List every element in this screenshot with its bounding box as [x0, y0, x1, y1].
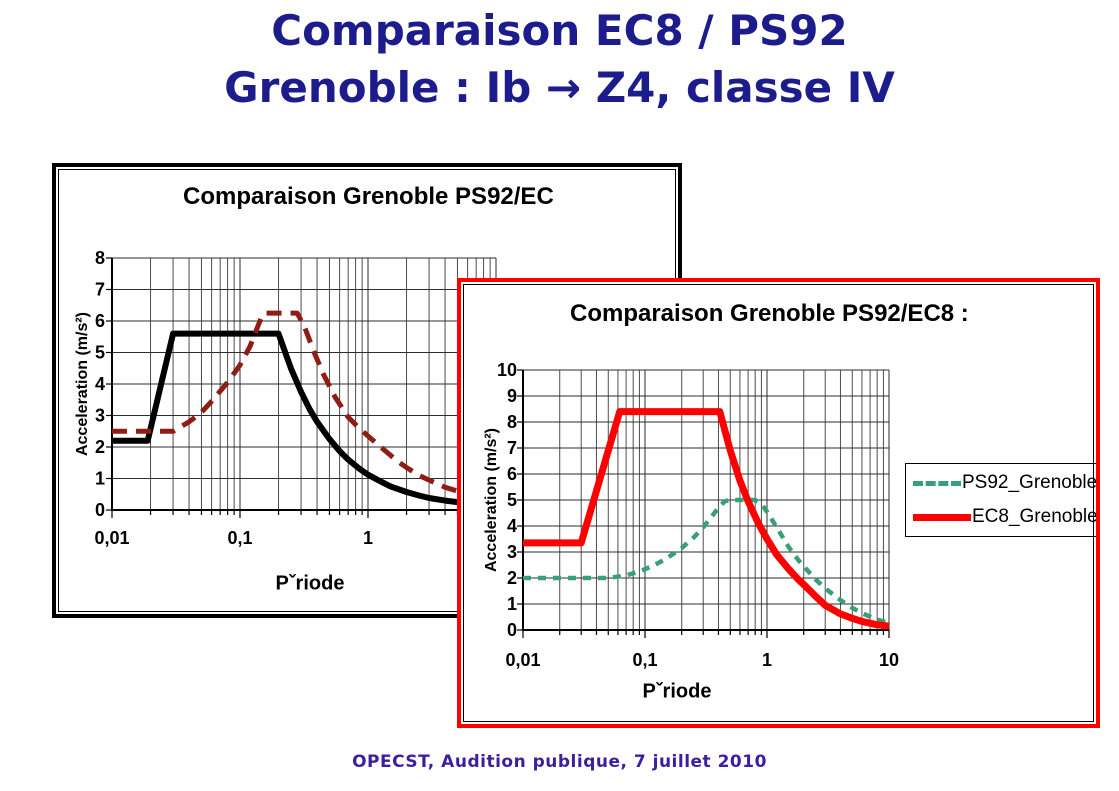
slide-title-line2: Grenoble : Ib → Z4, classe IV — [224, 63, 895, 112]
x-tick-label: 0,01 — [505, 650, 540, 670]
legend-label-ec8: EC8_Grenoble — [972, 506, 1098, 527]
legend-entry-ps92: PS92_Grenoble — [906, 466, 1098, 500]
y-tick-label: 2 — [95, 437, 105, 457]
front-axes — [522, 370, 889, 631]
y-tick-label: 1 — [95, 469, 105, 489]
front-chart-plot: 0,01 0,1 1 10 0 1 2 3 4 5 6 7 8 9 10 — [497, 360, 899, 670]
legend-entry-ec8: EC8_Grenoble — [906, 500, 1098, 534]
y-tick-label: 4 — [507, 516, 517, 536]
legend-line-sample-solid-red — [913, 513, 971, 521]
back-chart-title: Comparaison Grenoble PS92/EC — [183, 183, 620, 211]
slide-footer: OPECST, Audition publique, 7 juillet 201… — [352, 752, 767, 772]
curve-PS92_Grenoble — [523, 497, 890, 626]
front-x-axis-label: Pˇriode — [642, 680, 712, 703]
y-tick-label: 4 — [95, 374, 105, 394]
front-y-axis-label: Acceleration (m/s²) — [483, 427, 500, 573]
back-y-axis-label: Acceleration (m/s²) — [74, 311, 91, 457]
y-tick-label: 8 — [95, 248, 105, 268]
x-tick-label: 0,1 — [632, 650, 657, 670]
legend-line-sample-dashed-green — [913, 480, 961, 486]
legend-label-ps92: PS92_Grenoble — [962, 472, 1098, 493]
y-tick-label: 7 — [507, 438, 517, 458]
y-tick-label: 8 — [507, 412, 517, 432]
y-tick-label: 7 — [95, 280, 105, 300]
y-tick-label: 5 — [95, 343, 105, 363]
x-tick-label: 0,01 — [94, 528, 129, 548]
curve-solid-black — [112, 330, 491, 508]
y-tick-label: 6 — [507, 464, 517, 484]
back-chart-plot: 0,01 0,1 1 0 1 2 3 4 5 6 7 8 — [94, 248, 497, 548]
slide-title-line1: Comparaison EC8 / PS92 — [271, 6, 848, 55]
back-tick-labels: 0,01 0,1 1 0 1 2 3 4 5 6 7 8 — [94, 248, 373, 548]
y-tick-label: 2 — [507, 568, 517, 588]
y-tick-label: 0 — [507, 620, 517, 640]
back-grid — [111, 257, 497, 511]
y-tick-label: 5 — [507, 490, 517, 510]
back-axes — [111, 258, 496, 511]
curve-dashed-darkred — [112, 310, 491, 502]
y-tick-label: 1 — [507, 594, 517, 614]
back-chart-title-text: Comparaison Grenoble PS92/EC — [183, 183, 554, 210]
front-chart-title: Comparaison Grenoble PS92/EC8 : — [570, 300, 1090, 328]
slide-title: Comparaison EC8 / PS92 Grenoble : Ib → Z… — [0, 2, 1119, 116]
back-x-axis-label: Pˇriode — [275, 572, 345, 595]
y-tick-label: 10 — [497, 360, 517, 380]
chart-legend: PS92_Grenoble EC8_Grenoble — [905, 463, 1098, 537]
x-tick-label: 10 — [879, 650, 899, 670]
front-chart-window: Comparaison Grenoble PS92/EC8 : 0,01 0,1 1… — [457, 278, 1100, 728]
x-tick-label: 1 — [762, 650, 772, 670]
y-tick-label: 3 — [95, 406, 105, 426]
curve-EC8_Grenoble — [523, 408, 890, 630]
y-tick-label: 3 — [507, 542, 517, 562]
front-chart-title-text: Comparaison Grenoble PS92/EC8 : — [570, 300, 969, 327]
x-tick-label: 0,1 — [227, 528, 252, 548]
y-tick-label: 6 — [95, 311, 105, 331]
y-tick-label: 0 — [95, 500, 105, 520]
x-tick-label: 1 — [363, 528, 373, 548]
front-tick-labels: 0,01 0,1 1 10 0 1 2 3 4 5 6 7 8 9 10 — [497, 360, 899, 670]
y-tick-label: 9 — [507, 386, 517, 406]
